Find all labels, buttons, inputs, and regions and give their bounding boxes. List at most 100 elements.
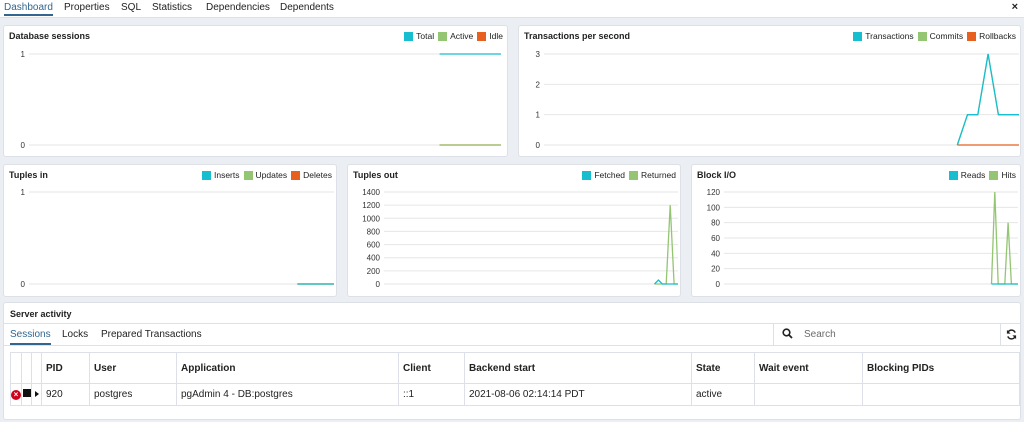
tab-dependents[interactable]: Dependents — [280, 2, 334, 13]
transactions-per-second-chart: 0 1 2 3 — [536, 50, 1019, 150]
y-tick-label: 0 — [716, 280, 721, 289]
cell-backend-start: 2021-08-06 02:14:14 PDT — [464, 383, 692, 406]
y-tick-label: 40 — [711, 249, 720, 258]
chart-title: Database sessions — [9, 31, 91, 41]
y-tick-label: 200 — [367, 267, 381, 276]
y-tick-label: 0 — [21, 280, 26, 289]
server-activity-panel: Server activity Sessions Locks Prepared … — [3, 302, 1021, 420]
legend-label: Fetched — [594, 170, 626, 180]
legend-item[interactable]: Returned — [629, 170, 676, 180]
legend-item[interactable]: Inserts — [201, 170, 240, 180]
tab-dashboard[interactable]: Dashboard — [4, 2, 53, 16]
cancel-query-button[interactable]: × — [10, 383, 22, 406]
tab-statistics[interactable]: Statistics — [152, 2, 193, 13]
tab-dependencies[interactable]: Dependencies — [206, 2, 270, 13]
legend-item[interactable]: Total — [404, 31, 434, 41]
legend-item[interactable]: Fetched — [582, 170, 625, 180]
cell-pid: 920 — [41, 383, 90, 406]
chart-legend: Inserts Updates Deletes — [201, 170, 332, 180]
cell-blocking-pids — [862, 383, 1020, 406]
cell-wait-event — [754, 383, 863, 406]
y-tick-label: 100 — [707, 203, 721, 212]
tuples-in-chart: 01 — [21, 188, 334, 289]
column-header-wait-event[interactable]: Wait event — [754, 352, 863, 384]
legend-item[interactable]: Updates — [243, 170, 288, 180]
database-sessions-chart: 01 — [21, 50, 501, 150]
chart-legend: Fetched Returned — [582, 170, 676, 180]
legend-swatch — [243, 170, 253, 180]
server-activity-tabs: Sessions Locks Prepared Transactions — [4, 323, 1020, 346]
expand-row-button[interactable] — [31, 383, 42, 406]
legend-label: Inserts — [213, 170, 240, 180]
column-header-pid[interactable]: PID — [41, 352, 90, 384]
column-header-user[interactable]: User — [89, 352, 177, 384]
tab-prepared-transactions[interactable]: Prepared Transactions — [101, 329, 202, 340]
y-tick-label: 1 — [536, 111, 541, 120]
tuples-out-chart: 0 200 400 600 800 1000 1200 1400 — [362, 188, 678, 289]
legend-swatch — [967, 31, 977, 41]
y-tick-label: 1400 — [362, 188, 380, 197]
tab-sql[interactable]: SQL — [121, 2, 142, 13]
legend-item[interactable]: Active — [438, 31, 473, 41]
header-cancel-col — [10, 352, 22, 384]
legend-item[interactable]: Commits — [917, 31, 964, 41]
legend-label: Rollbacks — [979, 31, 1016, 41]
legend-label: Commits — [929, 31, 964, 41]
search-input[interactable] — [804, 327, 994, 342]
legend-label: Transactions — [865, 31, 914, 41]
legend-item[interactable]: Hits — [989, 170, 1016, 180]
block-io-chart: 0 20 40 60 80 100 120 — [707, 188, 1018, 289]
column-header-state[interactable]: State — [691, 352, 755, 384]
legend-item[interactable]: Transactions — [853, 31, 914, 41]
legend-item[interactable]: Reads — [948, 170, 986, 180]
stop-icon[interactable] — [22, 389, 31, 397]
terminate-session-button[interactable] — [21, 383, 32, 406]
chart-title: Tuples out — [353, 170, 398, 180]
expand-arrow-icon[interactable] — [34, 391, 39, 397]
y-tick-label: 800 — [367, 227, 381, 236]
y-tick-label: 20 — [711, 265, 720, 274]
legend-swatch — [201, 170, 211, 180]
legend-item[interactable]: Idle — [477, 31, 503, 41]
legend-swatch — [477, 31, 487, 41]
series-line — [956, 53, 1019, 146]
chart-title: Tuples in — [9, 170, 48, 180]
legend-label: Reads — [960, 170, 986, 180]
legend-item[interactable]: Deletes — [291, 170, 332, 180]
legend-swatch — [853, 31, 863, 41]
legend-label: Deletes — [303, 170, 332, 180]
y-tick-label: 1 — [21, 188, 26, 197]
legend-swatch — [629, 170, 639, 180]
legend-swatch — [948, 170, 958, 180]
legend-swatch — [291, 170, 301, 180]
legend-label: Returned — [641, 170, 676, 180]
cell-user: postgres — [89, 383, 177, 406]
search-icon — [782, 328, 793, 342]
column-header-blocking-pids[interactable]: Blocking PIDs — [862, 352, 1020, 384]
chart-legend: Transactions Commits Rollbacks — [853, 31, 1016, 41]
top-tab-bar: Dashboard Properties SQL Statistics Depe… — [0, 0, 1024, 18]
y-tick-label: 2 — [536, 80, 541, 89]
tuples-out-card: Tuples out Fetched Returned 0 200 400 600 800… — [347, 164, 681, 297]
tab-locks[interactable]: Locks — [62, 329, 89, 340]
legend-label: Total — [416, 31, 435, 41]
y-tick-label: 0 — [21, 141, 26, 150]
tab-properties[interactable]: Properties — [64, 2, 110, 13]
y-tick-label: 400 — [367, 254, 381, 263]
tab-sessions[interactable]: Sessions — [10, 329, 51, 345]
column-header-application[interactable]: Application — [176, 352, 399, 384]
refresh-icon[interactable] — [1000, 324, 1022, 345]
legend-item[interactable]: Rollbacks — [967, 31, 1016, 41]
close-icon[interactable]: × — [1011, 1, 1018, 13]
column-header-backend-start[interactable]: Backend start — [464, 352, 692, 384]
cancel-icon[interactable]: × — [11, 390, 21, 400]
header-expand-col — [31, 352, 42, 384]
legend-swatch — [989, 170, 999, 180]
column-header-client[interactable]: Client — [398, 352, 465, 384]
y-tick-label: 1200 — [362, 201, 380, 210]
cell-state: active — [691, 383, 755, 406]
chart-legend: Reads Hits — [948, 170, 1016, 180]
legend-label: Updates — [255, 170, 288, 180]
